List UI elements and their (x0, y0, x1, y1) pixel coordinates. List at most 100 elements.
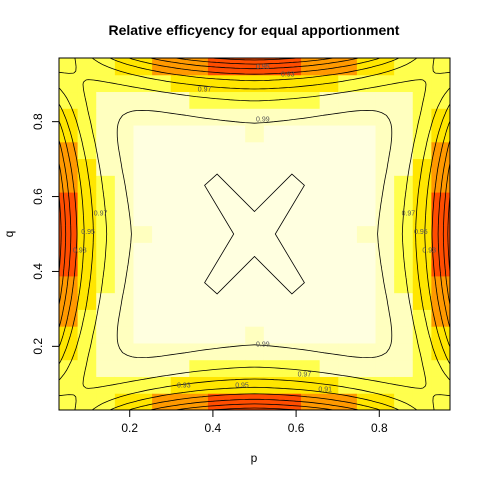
x-axis-label: p (251, 451, 258, 465)
y-tick-label: 0.8 (31, 113, 45, 130)
heatmap-cell (356, 309, 377, 327)
heatmap-cell (431, 309, 451, 327)
heatmap-cell (152, 158, 172, 176)
heatmap-cell (77, 342, 97, 361)
heatmap-cell (263, 342, 283, 361)
heatmap-cell (133, 58, 153, 76)
heatmap-cell (189, 74, 209, 93)
heatmap-cell (338, 342, 358, 361)
heatmap-cell (412, 342, 432, 361)
heatmap-cell (394, 309, 414, 327)
heatmap-cell (282, 141, 302, 160)
heatmap-cell (263, 376, 283, 394)
heatmap-cell (133, 275, 153, 294)
heatmap-cell (96, 74, 116, 93)
heatmap-cell (189, 309, 209, 327)
heatmap-cell (77, 74, 97, 93)
heatmap-cell (301, 192, 321, 210)
heatmap-cell (226, 108, 246, 126)
heatmap-cell (207, 108, 228, 126)
heatmap-cell (319, 208, 339, 227)
heatmap-cell (301, 242, 321, 260)
heatmap-cell (375, 342, 395, 361)
heatmap-cell (282, 309, 302, 327)
heatmap-cell (338, 376, 358, 394)
heatmap-cell (207, 208, 228, 227)
heatmap-cell (394, 242, 414, 260)
heatmap-cell (412, 393, 432, 411)
heatmap-cell (431, 158, 451, 176)
heatmap-cell (263, 275, 283, 294)
heatmap-cell (301, 175, 321, 193)
heatmap-cell (282, 125, 302, 143)
heatmap-cell (189, 58, 209, 76)
heatmap-cell (207, 359, 228, 377)
heatmap-cell (96, 125, 116, 143)
heatmap-cell (263, 359, 283, 377)
heatmap-cell (152, 242, 172, 260)
heatmap-cell (59, 242, 79, 260)
heatmap-cell (375, 326, 395, 344)
heatmap-cell (170, 275, 190, 294)
heatmap-cell (189, 108, 209, 126)
heatmap-cell (412, 259, 432, 277)
heatmap-cell (77, 125, 97, 143)
heatmap-cell (133, 108, 153, 126)
heatmap-cell (245, 158, 265, 176)
heatmap-cell (356, 326, 377, 344)
heatmap-cell (356, 292, 377, 310)
heatmap-cell (245, 242, 265, 260)
heatmap-cell (207, 91, 228, 109)
heatmap-cell (170, 309, 190, 327)
heatmap-cell (59, 275, 79, 294)
heatmap-cell (96, 175, 116, 193)
heatmap-cell (301, 141, 321, 160)
heatmap-cell (412, 309, 432, 327)
heatmap-cell (394, 91, 414, 109)
heatmap-cell (282, 292, 302, 310)
y-tick-label: 0.2 (31, 338, 45, 355)
heatmap-cell (356, 359, 377, 377)
heatmap-cell (301, 275, 321, 294)
heatmap-cell (301, 376, 321, 394)
heatmap-cell (170, 208, 190, 227)
heatmap-cell (263, 393, 283, 411)
heatmap-cell (226, 225, 246, 243)
heatmap-cell (356, 91, 377, 109)
heatmap-cell (263, 175, 283, 193)
heatmap-cell (319, 91, 339, 109)
heatmap-cell (431, 208, 451, 227)
heatmap-cell (263, 259, 283, 277)
heatmap-cell (152, 192, 172, 210)
heatmap-cell (356, 175, 377, 193)
heatmap-cell (412, 242, 432, 260)
heatmap-cell (356, 192, 377, 210)
heatmap-cell (96, 259, 116, 277)
heatmap-cell (245, 108, 265, 126)
heatmap-cell (189, 91, 209, 109)
heatmap-cell (245, 342, 265, 361)
heatmap-cell (189, 125, 209, 143)
heatmap-cell (245, 58, 265, 76)
heatmap-cell (114, 242, 134, 260)
heatmap-cell (245, 125, 265, 143)
heatmap-cell (96, 225, 116, 243)
heatmap-cell (356, 259, 377, 277)
heatmap-cell (263, 309, 283, 327)
contour-label: 0.93 (73, 248, 87, 255)
heatmap-cell (170, 225, 190, 243)
heatmap-cell (356, 275, 377, 294)
heatmap-cell (282, 342, 302, 361)
heatmap-cell (152, 74, 172, 93)
heatmap-cell (412, 141, 432, 160)
heatmap-cell (338, 192, 358, 210)
heatmap-cell (375, 208, 395, 227)
heatmap-cell (77, 309, 97, 327)
heatmap-cell (207, 192, 228, 210)
heatmap-cell (245, 192, 265, 210)
heatmap-cell (245, 275, 265, 294)
heatmap-cell (77, 208, 97, 227)
heatmap-cell (226, 309, 246, 327)
heatmap-cell (152, 275, 172, 294)
heatmap-cell (375, 91, 395, 109)
